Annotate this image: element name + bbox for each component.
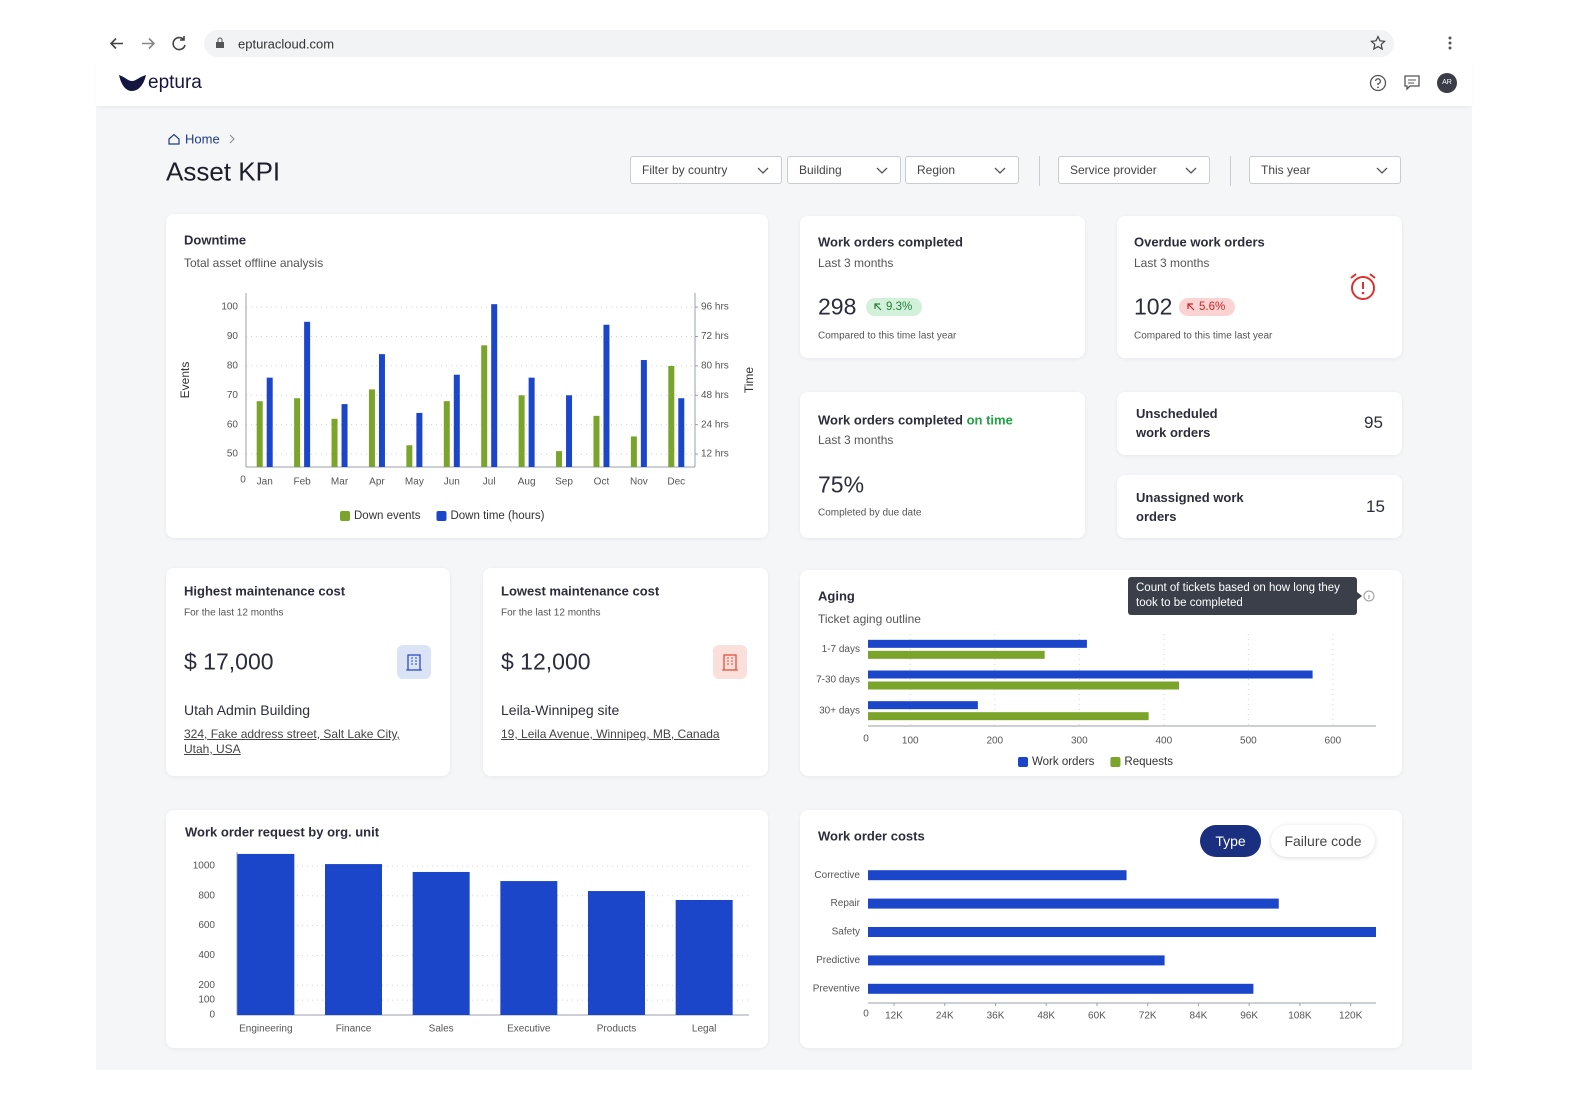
lock-icon bbox=[216, 37, 224, 48]
chat-icon[interactable] bbox=[1404, 75, 1420, 91]
change-badge: 5.6% bbox=[1179, 298, 1235, 316]
logo[interactable]: eptura bbox=[148, 72, 202, 93]
card-title: Highest maintenance cost bbox=[184, 583, 346, 599]
logo-mark bbox=[119, 75, 146, 91]
card-title: Work orders completed on time bbox=[818, 413, 1013, 428]
card-subtitle: For the last 12 months bbox=[184, 607, 284, 619]
site-address[interactable]: 324, Fake address street, Salt Lake City… bbox=[184, 727, 400, 756]
reload-button[interactable] bbox=[172, 36, 186, 51]
card-subtitle: Last 3 months bbox=[1134, 256, 1210, 270]
card-title: Work order costs bbox=[818, 828, 925, 844]
filter-dropdown[interactable]: Region bbox=[905, 156, 1019, 184]
filter-dropdown[interactable]: This year bbox=[1249, 156, 1401, 184]
downtime-card bbox=[166, 214, 768, 538]
card-subtitle: Last 3 months bbox=[818, 433, 894, 447]
filter-label: Region bbox=[917, 163, 956, 177]
divider bbox=[1039, 156, 1040, 186]
kpi-value: 75% bbox=[818, 471, 865, 498]
kpi-value: 298 bbox=[818, 293, 857, 320]
nav-buttons bbox=[109, 36, 186, 51]
avatar[interactable]: AR bbox=[1437, 73, 1457, 93]
kpi-card bbox=[1117, 216, 1402, 358]
header-icons bbox=[1369, 74, 1420, 92]
divider bbox=[1230, 156, 1231, 186]
filter-label: This year bbox=[1261, 163, 1311, 177]
change-value: 9.3% bbox=[886, 301, 913, 313]
app-header bbox=[96, 62, 1472, 106]
filter-dropdown[interactable]: Building bbox=[787, 156, 901, 184]
kpi-note: Compared to this time last year bbox=[1134, 330, 1273, 342]
tooltip: Count of tickets based on how long they … bbox=[1128, 577, 1357, 615]
filter-dropdown[interactable]: Filter by country bbox=[630, 156, 782, 184]
title-highlight: on time bbox=[966, 412, 1013, 428]
breadcrumb-chevron bbox=[229, 134, 235, 144]
card-subtitle: Ticket aging outline bbox=[818, 612, 921, 626]
title-text: Work orders completed bbox=[818, 412, 963, 428]
kpi-card bbox=[800, 392, 1085, 538]
card-subtitle: Last 3 months bbox=[818, 256, 894, 270]
cost-value: $ 17,000 bbox=[184, 648, 274, 675]
org-card bbox=[166, 810, 768, 1048]
help-icon[interactable] bbox=[1369, 74, 1387, 92]
filter-dropdown[interactable]: Service provider bbox=[1058, 156, 1210, 184]
card-title: Work order request by org. unit bbox=[185, 824, 380, 840]
change-badge: 9.3% bbox=[866, 298, 922, 316]
home-icon bbox=[168, 133, 180, 145]
kpi-note: Compared to this time last year bbox=[818, 330, 957, 342]
address-bar[interactable] bbox=[204, 30, 1394, 57]
card-title: Lowest maintenance cost bbox=[501, 583, 660, 599]
breadcrumb-home[interactable]: Home bbox=[185, 131, 220, 147]
filter-label: Filter by country bbox=[642, 163, 728, 177]
url: epturacloud.com bbox=[238, 36, 335, 52]
card-subtitle: For the last 12 months bbox=[501, 607, 601, 619]
filter-label: Building bbox=[799, 163, 842, 177]
kpi-card bbox=[1117, 392, 1402, 455]
bookmark-star[interactable] bbox=[1370, 35, 1386, 51]
site-address[interactable]: 19, Leila Avenue, Winnipeg, MB, Canada bbox=[501, 727, 720, 741]
kpi-card bbox=[800, 216, 1085, 358]
filter-label: Service provider bbox=[1070, 163, 1157, 177]
card-title: Work orders completed bbox=[818, 234, 963, 250]
site-name: Utah Admin Building bbox=[184, 702, 311, 718]
kpi-value: 15 bbox=[1366, 497, 1385, 516]
back-button[interactable] bbox=[109, 37, 123, 50]
page-title: Asset KPI bbox=[166, 156, 281, 187]
card-subtitle: Total asset offline analysis bbox=[184, 256, 324, 270]
card-title: Downtime bbox=[184, 232, 247, 248]
kpi-value: 95 bbox=[1364, 413, 1383, 432]
cost-value: $ 12,000 bbox=[501, 648, 591, 675]
alarm-icon bbox=[1350, 273, 1376, 300]
card-title: Unscheduled work orders bbox=[1136, 406, 1218, 440]
forward-button[interactable] bbox=[142, 37, 156, 50]
info-icon[interactable] bbox=[1355, 590, 1375, 602]
toggle-button[interactable]: Type bbox=[1200, 825, 1261, 857]
card-title: Aging bbox=[818, 588, 855, 604]
kpi-card bbox=[1117, 475, 1402, 538]
card-title: Unassigned work orders bbox=[1136, 490, 1244, 524]
building-icon bbox=[397, 645, 431, 679]
change-value: 5.6% bbox=[1199, 301, 1226, 313]
card-title: Overdue work orders bbox=[1134, 234, 1265, 250]
site-name: Leila-Winnipeg site bbox=[501, 702, 620, 718]
building-icon bbox=[713, 645, 747, 679]
menu-dots[interactable] bbox=[1446, 35, 1454, 51]
toggle-button[interactable]: Failure code bbox=[1271, 825, 1375, 857]
kpi-note: Completed by due date bbox=[818, 507, 922, 519]
kpi-value: 102 bbox=[1134, 293, 1173, 320]
